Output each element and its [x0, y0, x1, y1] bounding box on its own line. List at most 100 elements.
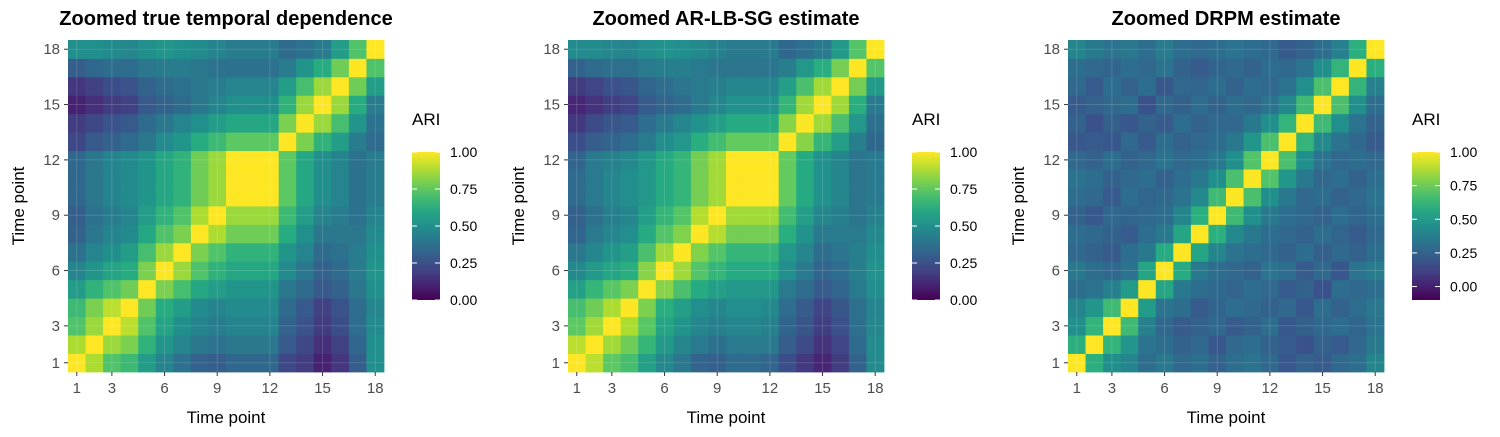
heatmap-cell	[261, 316, 280, 336]
heatmap-cell	[348, 316, 367, 336]
heatmap-cell	[638, 113, 657, 133]
heatmap-cell	[603, 206, 622, 225]
heatmap-cell	[190, 335, 209, 354]
heatmap-cell	[1138, 95, 1157, 115]
heatmap-cell	[208, 95, 227, 115]
heatmap-cell	[190, 58, 209, 78]
heatmap-cell	[278, 316, 297, 336]
heatmap-cell	[85, 242, 104, 262]
heatmap-cell	[313, 353, 332, 373]
heatmap-cell	[226, 224, 244, 244]
heatmap-cell	[1103, 113, 1122, 133]
heatmap-cell	[708, 40, 727, 59]
heatmap-cell	[208, 169, 227, 188]
heatmap-cell	[796, 298, 815, 318]
heatmap-cell	[85, 113, 104, 133]
heatmap-cell	[85, 316, 104, 336]
heatmap-cell	[813, 242, 832, 262]
heatmap-cell	[813, 279, 832, 299]
heatmap-cell	[848, 95, 867, 115]
y-tick-label: 15	[543, 97, 560, 114]
heatmap-cell	[1085, 335, 1104, 354]
heatmap-cell	[1208, 58, 1227, 78]
heatmap-cell	[568, 169, 586, 188]
heatmap-cell	[655, 40, 674, 59]
heatmap-cell	[1138, 76, 1157, 96]
heatmap-cell	[655, 132, 674, 152]
heatmap-cell	[778, 224, 797, 244]
heatmap-cell	[726, 224, 744, 244]
heatmap-cell	[1085, 76, 1104, 96]
heatmap-cell	[1155, 206, 1174, 225]
heatmap-cell	[278, 224, 297, 244]
heatmap-cell	[190, 316, 209, 336]
heatmap-cell	[655, 316, 674, 336]
y-tick-label: 6	[52, 263, 60, 280]
heatmap-cell	[568, 95, 586, 115]
heatmap-cell	[1085, 150, 1104, 170]
heatmap-cell	[1313, 279, 1332, 299]
heatmap-cell	[638, 298, 657, 318]
heatmap-cell	[743, 335, 762, 354]
heatmap-cell	[1173, 335, 1192, 354]
heatmap-cell	[796, 279, 815, 299]
heatmap-cell	[638, 242, 657, 262]
heatmap-cell	[778, 132, 797, 152]
heatmap-cell	[1085, 353, 1104, 373]
heatmap-cell	[1190, 279, 1209, 299]
heatmap-cell	[1120, 150, 1139, 170]
x-tick-label: 1	[573, 380, 581, 397]
heatmap-cell	[831, 353, 850, 373]
heatmap-cell	[848, 206, 867, 225]
heatmap-cell	[603, 95, 622, 115]
x-tick-label: 18	[367, 380, 384, 397]
heatmap-cell	[1261, 298, 1280, 318]
y-axis-label: Time point	[9, 166, 28, 245]
legend: ARI 1.00 0.75 0.50 0.25 0.00	[412, 110, 477, 308]
heatmap-cell	[208, 316, 227, 336]
heatmap-cell	[278, 132, 297, 152]
heatmap-cell	[638, 58, 657, 78]
heatmap-cell	[1226, 76, 1244, 96]
heatmap-cell	[208, 40, 227, 59]
heatmap-cell	[313, 58, 332, 78]
heatmap-cell	[226, 316, 244, 336]
heatmap-cell	[1261, 353, 1280, 373]
heatmap-cell	[1331, 150, 1350, 170]
heatmap-cell	[1208, 76, 1227, 96]
heatmap-cell	[1296, 132, 1315, 152]
heatmap-cell	[638, 95, 657, 115]
heatmap-cell	[620, 224, 639, 244]
heatmap-cell	[708, 132, 727, 152]
heatmap-cell	[226, 95, 244, 115]
heatmap-cell	[568, 150, 586, 170]
heatmap-cell	[1261, 316, 1280, 336]
heatmap-cell	[120, 95, 139, 115]
heatmap-cell	[866, 353, 885, 373]
heatmap-cell	[1278, 261, 1297, 281]
heatmap-cell	[1155, 113, 1174, 133]
heatmap-cell	[796, 224, 815, 244]
heatmap-cell	[155, 224, 174, 244]
heatmap-cell	[585, 261, 604, 281]
heatmap-cell	[296, 335, 315, 354]
heatmap-cell	[743, 279, 762, 299]
heatmap-cell	[866, 76, 885, 96]
heatmap-cell	[796, 353, 815, 373]
heatmap-cell	[585, 58, 604, 78]
heatmap-cell	[173, 113, 192, 133]
heatmap-cell	[331, 353, 350, 373]
heatmap-cell	[761, 76, 780, 96]
heatmap-cell	[585, 150, 604, 170]
heatmap-cell	[655, 113, 674, 133]
heatmap-cell	[568, 187, 586, 207]
heatmap-cell	[103, 187, 122, 207]
heatmap-cell	[778, 279, 797, 299]
heatmap-cell	[85, 279, 104, 299]
heatmap-cell	[190, 279, 209, 299]
x-tick-label: 6	[660, 380, 668, 397]
heatmap-cell	[638, 40, 657, 59]
heatmap-cell	[1296, 261, 1315, 281]
heatmap-cell	[1208, 206, 1227, 225]
